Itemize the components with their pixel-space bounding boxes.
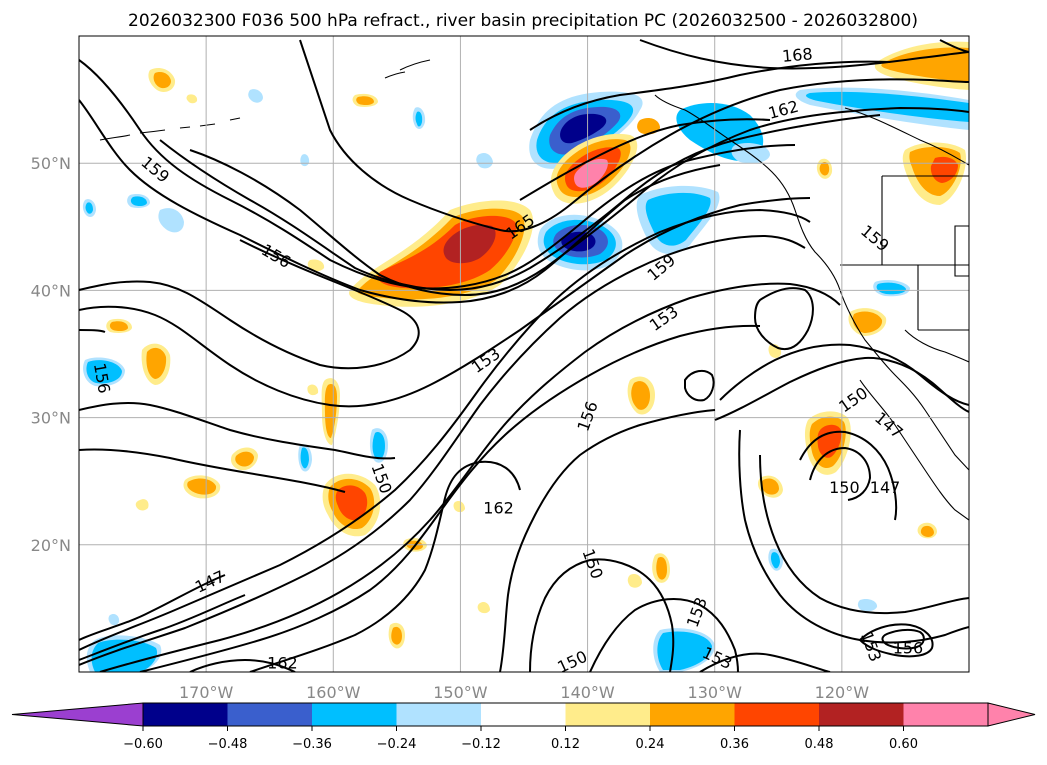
colorbar-segment bbox=[903, 703, 989, 726]
colorbar-tick-label: 0.24 bbox=[636, 737, 665, 752]
colorbar-segment bbox=[734, 703, 820, 726]
lat-tick-label: 50°N bbox=[31, 154, 71, 173]
lat-tick-label: 30°N bbox=[31, 409, 71, 428]
latitude-tick-labels: 20°N 30°N 40°N 50°N bbox=[31, 154, 71, 555]
colorbar-tick-label: 0.36 bbox=[720, 737, 749, 752]
contour-label: 150 bbox=[829, 478, 860, 497]
contour-label: 162 bbox=[267, 654, 298, 673]
colorbar: −0.60 −0.48 −0.36 −0.24 −0.12 0.12 0.24 0.36 0.4… bbox=[11, 702, 1036, 752]
longitude-tick-labels: 170°W 160°W 150°W 140°W 130°W 120°W bbox=[179, 683, 869, 702]
colorbar-segment bbox=[312, 703, 397, 726]
map-gridlines bbox=[79, 36, 969, 672]
colorbar-tick-label: −0.24 bbox=[377, 737, 417, 752]
colorbar-tick-label: 0.12 bbox=[551, 737, 580, 752]
colorbar-tick-label: −0.36 bbox=[292, 737, 332, 752]
colorbar-extend-low bbox=[11, 702, 144, 727]
colorbar-tick-label: 0.60 bbox=[889, 737, 918, 752]
colorbar-segment bbox=[396, 703, 482, 726]
colorbar-tick-label: −0.60 bbox=[123, 737, 163, 752]
lon-tick-label: 160°W bbox=[306, 683, 361, 702]
lon-tick-label: 150°W bbox=[433, 683, 488, 702]
colorbar-segment bbox=[481, 703, 566, 726]
colorbar-tick-label: 0.48 bbox=[805, 737, 834, 752]
contour-label: 162 bbox=[483, 498, 514, 517]
lon-tick-label: 130°W bbox=[688, 683, 743, 702]
contour-lines bbox=[79, 39, 969, 672]
contour-label: 168 bbox=[781, 44, 813, 66]
lat-tick-label: 40°N bbox=[31, 281, 71, 300]
contour-label: 147 bbox=[870, 478, 901, 497]
lon-tick-label: 120°W bbox=[815, 683, 870, 702]
colorbar-tick-label: −0.48 bbox=[208, 737, 248, 752]
colorbar-tick-label: −0.12 bbox=[461, 737, 501, 752]
contour-label: 156 bbox=[893, 638, 924, 657]
coastlines bbox=[99, 59, 969, 521]
lat-tick-label: 20°N bbox=[31, 536, 71, 555]
colorbar-segment bbox=[565, 703, 651, 726]
figure-title: 2026032300 F036 500 hPa refract., river … bbox=[128, 11, 918, 31]
lon-tick-label: 140°W bbox=[560, 683, 615, 702]
colorbar-segment bbox=[227, 703, 313, 726]
colorbar-segment bbox=[143, 703, 228, 726]
colorbar-segment bbox=[650, 703, 735, 726]
colorbar-extend-high bbox=[987, 702, 1036, 727]
lon-tick-label: 170°W bbox=[179, 683, 234, 702]
colorbar-segment bbox=[819, 703, 904, 726]
